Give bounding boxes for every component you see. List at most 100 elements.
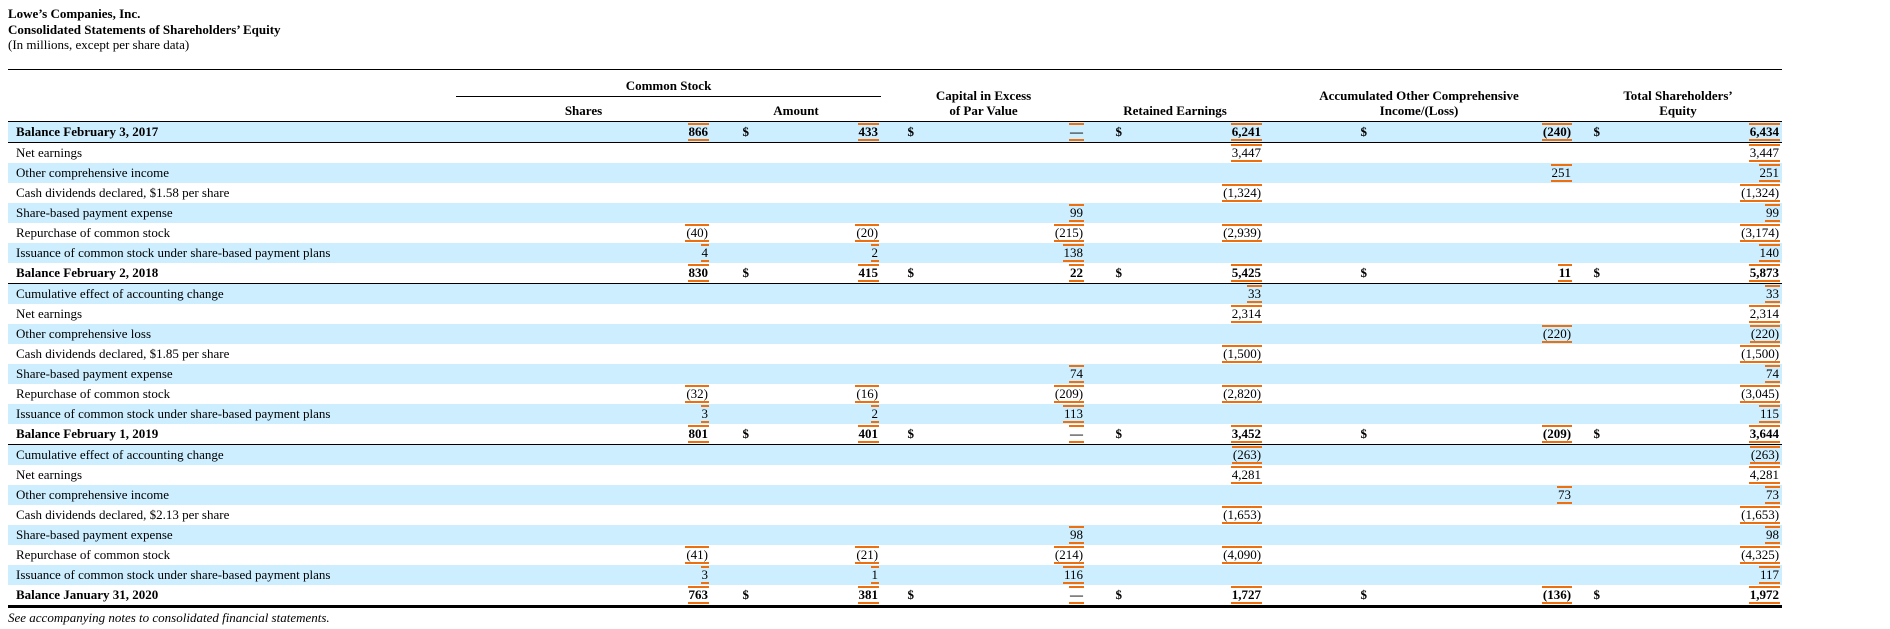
- cell-amount: 401: [751, 423, 882, 445]
- dollar-sign: [1086, 403, 1125, 424]
- tagged-fact[interactable]: (1,500): [1222, 345, 1263, 363]
- cell-total-equity: 140: [1602, 242, 1783, 263]
- tagged-fact[interactable]: 74: [1765, 365, 1781, 383]
- tagged-fact[interactable]: 381: [857, 586, 880, 604]
- tagged-fact[interactable]: 98: [1069, 526, 1085, 544]
- tagged-fact[interactable]: 2,314: [1230, 305, 1263, 323]
- tagged-fact[interactable]: 433: [857, 123, 880, 141]
- tagged-fact[interactable]: 3,644: [1748, 425, 1781, 443]
- tagged-fact[interactable]: (209): [1053, 385, 1085, 403]
- tagged-fact[interactable]: 251: [1758, 164, 1781, 182]
- tagged-fact[interactable]: 73: [1557, 486, 1573, 504]
- tagged-fact[interactable]: (1,653): [1740, 506, 1781, 524]
- tagged-fact[interactable]: 4,281: [1230, 466, 1263, 484]
- row-label: Repurchase of common stock: [16, 224, 171, 240]
- tagged-fact[interactable]: (16): [855, 385, 880, 403]
- tagged-fact[interactable]: 251: [1550, 164, 1573, 182]
- tagged-fact[interactable]: 5,873: [1748, 264, 1781, 282]
- tagged-fact[interactable]: (263): [1749, 446, 1781, 464]
- cell-shares: [456, 484, 711, 505]
- tagged-fact[interactable]: 4: [700, 244, 709, 262]
- tagged-fact[interactable]: (1,324): [1222, 184, 1263, 202]
- tagged-fact[interactable]: (263): [1231, 446, 1263, 464]
- cell-retained-earnings: 2,314: [1124, 304, 1264, 324]
- tagged-fact[interactable]: 801: [687, 425, 709, 443]
- tagged-fact[interactable]: 3,452: [1230, 425, 1263, 443]
- tagged-fact[interactable]: (1,653): [1222, 506, 1263, 524]
- tagged-fact[interactable]: 115: [1759, 405, 1781, 423]
- tagged-fact[interactable]: 33: [1247, 285, 1263, 303]
- tagged-fact[interactable]: 830: [687, 264, 709, 282]
- tagged-fact[interactable]: (240): [1541, 123, 1573, 141]
- tagged-fact[interactable]: 415: [857, 264, 880, 282]
- cell-aoci: (240): [1369, 121, 1575, 143]
- tagged-fact[interactable]: 98: [1765, 526, 1781, 544]
- tagged-fact[interactable]: 3: [700, 566, 709, 584]
- cell-total-equity: 98: [1602, 524, 1783, 545]
- tagged-fact[interactable]: 3,447: [1230, 144, 1263, 162]
- dollar-sign: $: [1264, 262, 1370, 284]
- tagged-fact[interactable]: (3,045): [1740, 385, 1781, 403]
- tagged-fact[interactable]: 1: [870, 566, 880, 584]
- tagged-fact[interactable]: (32): [685, 385, 709, 403]
- tagged-fact[interactable]: 116: [1063, 566, 1085, 584]
- cell-shares: 801: [456, 423, 711, 445]
- tagged-fact[interactable]: 763: [687, 586, 709, 604]
- tagged-fact[interactable]: 401: [857, 425, 880, 443]
- tagged-fact[interactable]: (209): [1541, 425, 1573, 443]
- tagged-fact[interactable]: 866: [687, 123, 709, 141]
- tagged-fact[interactable]: 11: [1557, 264, 1573, 282]
- tagged-fact[interactable]: 2: [870, 244, 880, 262]
- dollar-sign: [1264, 323, 1370, 344]
- tagged-fact[interactable]: (136): [1541, 586, 1573, 604]
- tagged-fact[interactable]: 1,972: [1748, 586, 1781, 604]
- tagged-fact[interactable]: —: [1069, 586, 1085, 604]
- tagged-fact[interactable]: 138: [1062, 244, 1085, 262]
- footnote: See accompanying notes to consolidated f…: [8, 609, 330, 625]
- tagged-fact[interactable]: 3,447: [1748, 144, 1781, 162]
- tagged-fact[interactable]: (2,939): [1222, 224, 1263, 242]
- tagged-fact[interactable]: 113: [1063, 405, 1085, 423]
- tagged-fact[interactable]: (215): [1053, 224, 1085, 242]
- tagged-fact[interactable]: 140: [1758, 244, 1781, 262]
- tagged-fact[interactable]: 5,425: [1230, 264, 1263, 282]
- cell-aoci: [1369, 242, 1575, 263]
- tagged-fact[interactable]: (40): [685, 224, 709, 242]
- cell-retained-earnings: (2,939): [1124, 223, 1264, 243]
- tagged-fact[interactable]: 2: [870, 405, 880, 423]
- tagged-fact[interactable]: 99: [1765, 204, 1781, 222]
- tagged-fact[interactable]: 33: [1765, 285, 1781, 303]
- tagged-fact[interactable]: 3: [700, 405, 709, 423]
- dollar-sign: [1264, 524, 1370, 545]
- tagged-fact[interactable]: (4,325): [1740, 546, 1781, 564]
- tagged-fact[interactable]: 1,727: [1230, 586, 1263, 604]
- tagged-fact[interactable]: 117: [1759, 566, 1781, 584]
- tagged-fact[interactable]: 73: [1765, 486, 1781, 504]
- cell-amount: (20): [751, 223, 881, 243]
- tagged-fact[interactable]: (41): [685, 546, 709, 564]
- tagged-fact[interactable]: 22: [1069, 264, 1085, 282]
- tagged-fact[interactable]: (220): [1541, 325, 1573, 343]
- tagged-fact[interactable]: 4,281: [1748, 466, 1781, 484]
- tagged-fact[interactable]: 6,434: [1748, 123, 1781, 141]
- tagged-fact[interactable]: 6,241: [1230, 123, 1263, 141]
- tagged-fact[interactable]: 74: [1069, 365, 1085, 383]
- tagged-fact[interactable]: (4,090): [1222, 546, 1263, 564]
- tagged-fact[interactable]: (21): [855, 546, 880, 564]
- tagged-fact[interactable]: 2,314: [1748, 305, 1781, 323]
- dollar-sign: [1264, 384, 1369, 404]
- tagged-fact[interactable]: —: [1069, 425, 1085, 443]
- tagged-fact[interactable]: (3,174): [1740, 224, 1781, 242]
- tagged-fact[interactable]: (20): [855, 224, 880, 242]
- dollar-sign: [711, 384, 751, 404]
- tagged-fact[interactable]: (1,324): [1740, 184, 1781, 202]
- tagged-fact[interactable]: (1,500): [1740, 345, 1781, 363]
- tagged-fact[interactable]: 99: [1069, 204, 1085, 222]
- tagged-fact[interactable]: (220): [1749, 325, 1781, 343]
- header-common-stock: Common Stock: [456, 69, 882, 97]
- table-row: Issuance of common stock under share-bas…: [8, 242, 1783, 263]
- tagged-fact[interactable]: (214): [1053, 546, 1085, 564]
- tagged-fact[interactable]: —: [1069, 123, 1085, 141]
- row-label: Other comprehensive loss: [8, 323, 456, 344]
- tagged-fact[interactable]: (2,820): [1222, 385, 1263, 403]
